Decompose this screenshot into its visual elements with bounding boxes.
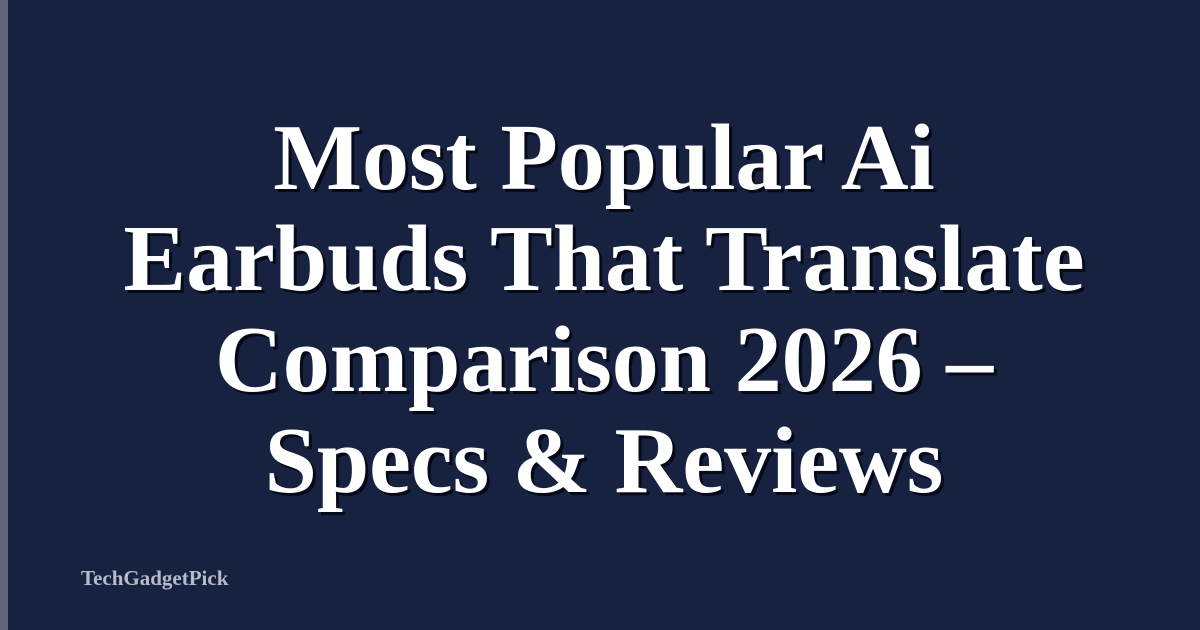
title-line-1: Most Popular Ai [273, 106, 935, 210]
title-line-4: Specs & Reviews [264, 409, 944, 513]
page-title: Most Popular Ai Earbuds That Translate C… [8, 108, 1200, 512]
brand-name: TechGadgetPick [81, 566, 229, 590]
title-line-3: Comparison 2026 – [214, 308, 994, 412]
title-line-2: Earbuds That Translate [123, 207, 1085, 311]
left-accent-bar [0, 0, 8, 630]
